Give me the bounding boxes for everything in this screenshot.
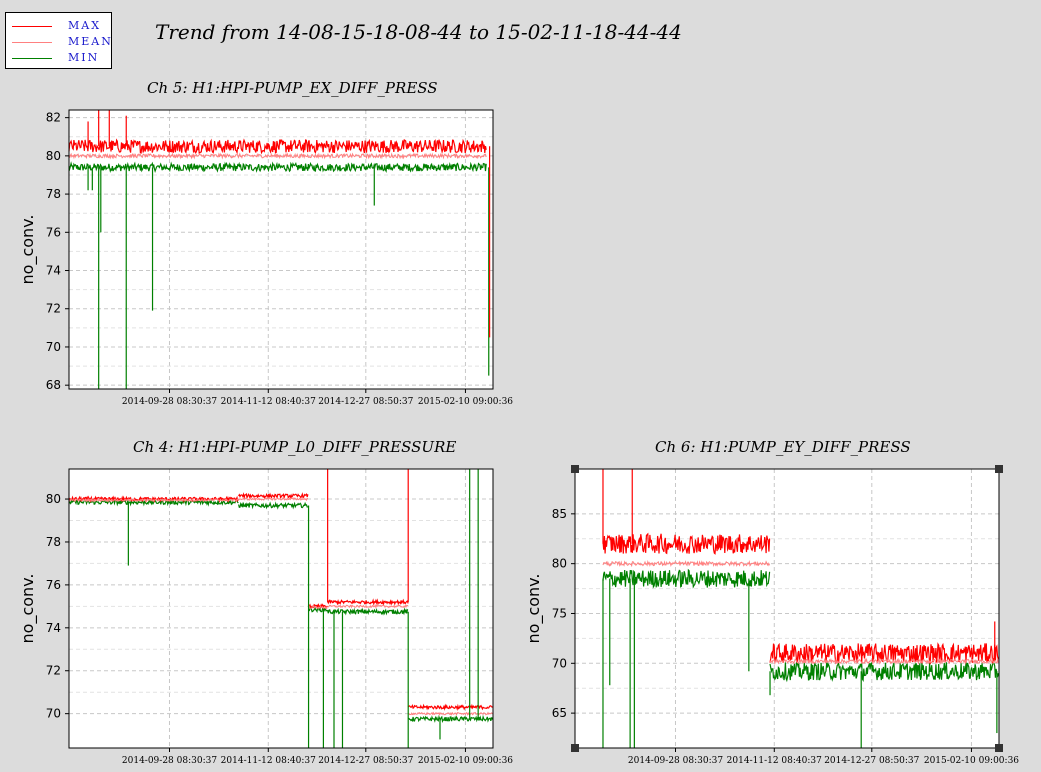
series-max-ch6 bbox=[602, 532, 1000, 665]
y-tick-label: 80 bbox=[46, 149, 61, 163]
y-axis-label: no_conv. bbox=[18, 215, 38, 285]
selection-handle bbox=[571, 465, 579, 473]
chart-ch4: 70 72 74 76 78 80 2014-09-28 08:30:37 2014-11-1… bbox=[18, 468, 513, 766]
chart-ch5: 68 70 72 74 76 78 80 82 2014-09-28 08:30:37 2014-… bbox=[18, 109, 513, 407]
x-tick-label: 2014-11-12 08:40:37 bbox=[727, 756, 822, 766]
legend-label-mean: MEAN bbox=[68, 35, 113, 48]
y-tick-label: 78 bbox=[46, 187, 61, 201]
x-tick-label: 2014-12-27 08:50:37 bbox=[824, 756, 919, 766]
chart-title-ch6: Ch 6: H1:PUMP_EY_DIFF_PRESS bbox=[655, 438, 911, 456]
legend: MAX MEAN MIN bbox=[5, 12, 112, 69]
y-tick-label: 76 bbox=[46, 225, 61, 239]
legend-swatch-max bbox=[12, 26, 52, 27]
chart-title-ch5: Ch 5: H1:HPI-PUMP_EX_DIFF_PRESS bbox=[147, 79, 438, 97]
page-title: Trend from 14-08-15-18-08-44 to 15-02-11… bbox=[155, 20, 682, 44]
x-tick-label: 2014-11-12 08:40:37 bbox=[221, 756, 316, 766]
x-tick-label: 2014-11-12 08:40:37 bbox=[221, 397, 316, 407]
x-tick-label: 2014-09-28 08:30:37 bbox=[122, 756, 217, 766]
y-tick-label: 80 bbox=[552, 557, 567, 571]
series-min-ch5 bbox=[68, 161, 487, 174]
y-tick-label: 70 bbox=[552, 656, 567, 670]
y-tick-label: 75 bbox=[552, 606, 567, 620]
x-tick-label: 2015-02-10 09:00:36 bbox=[418, 756, 513, 766]
chart-ch6: 65 70 75 80 85 2014-09-28 08:30:37 2014-11-12 … bbox=[524, 465, 1019, 766]
series-min-ch6 bbox=[602, 568, 1000, 683]
plot-area-ch6 bbox=[575, 469, 999, 748]
plot-frame-ch4 bbox=[68, 468, 494, 749]
y-tick-label: 78 bbox=[46, 535, 61, 549]
y-tick-label: 72 bbox=[46, 664, 61, 678]
x-tick-label: 2015-02-10 09:00:36 bbox=[924, 756, 1019, 766]
y-tick-label: 70 bbox=[46, 707, 61, 721]
selection-handle bbox=[571, 744, 579, 752]
selection-handle bbox=[995, 744, 1003, 752]
y-axis-label: no_conv. bbox=[524, 574, 544, 644]
y-tick-label: 82 bbox=[46, 111, 61, 125]
series-mean-ch5 bbox=[68, 152, 487, 160]
x-tick-label: 2015-02-10 09:00:36 bbox=[418, 397, 513, 407]
legend-item-max: MAX bbox=[12, 19, 112, 33]
series-max-ch4 bbox=[68, 492, 494, 711]
y-tick-label: 80 bbox=[46, 492, 61, 506]
legend-item-min: MIN bbox=[12, 51, 112, 65]
x-tick-label: 2014-12-27 08:50:37 bbox=[318, 397, 413, 407]
x-tick-label: 2014-09-28 08:30:37 bbox=[628, 756, 723, 766]
plot-area-ch4 bbox=[69, 469, 493, 748]
y-tick-label: 85 bbox=[552, 507, 567, 521]
x-tick-label: 2014-09-28 08:30:37 bbox=[122, 397, 217, 407]
y-tick-label: 76 bbox=[46, 578, 61, 592]
selection-handle bbox=[995, 465, 1003, 473]
series-mean-ch6 bbox=[602, 559, 1000, 666]
plot-frame-ch6 bbox=[574, 468, 1000, 749]
y-tick-label: 72 bbox=[46, 302, 61, 316]
x-tick-label: 2014-12-27 08:50:37 bbox=[318, 756, 413, 766]
y-tick-label: 70 bbox=[46, 340, 61, 354]
y-tick-label: 74 bbox=[46, 264, 61, 278]
y-tick-label: 68 bbox=[46, 378, 61, 392]
plot-frame-ch5 bbox=[68, 109, 494, 390]
legend-swatch-mean bbox=[12, 42, 52, 43]
legend-label-max: MAX bbox=[68, 19, 102, 32]
legend-item-mean: MEAN bbox=[12, 35, 112, 49]
legend-label-min: MIN bbox=[68, 51, 100, 64]
y-axis-label: no_conv. bbox=[18, 574, 38, 644]
chart-title-ch4: Ch 4: H1:HPI-PUMP_L0_DIFF_PRESSURE bbox=[133, 438, 457, 456]
y-tick-label: 74 bbox=[46, 621, 61, 635]
legend-swatch-min bbox=[12, 58, 52, 59]
y-tick-label: 65 bbox=[552, 706, 567, 720]
series-mean-ch4 bbox=[69, 497, 494, 716]
series-max-ch5 bbox=[68, 138, 487, 155]
